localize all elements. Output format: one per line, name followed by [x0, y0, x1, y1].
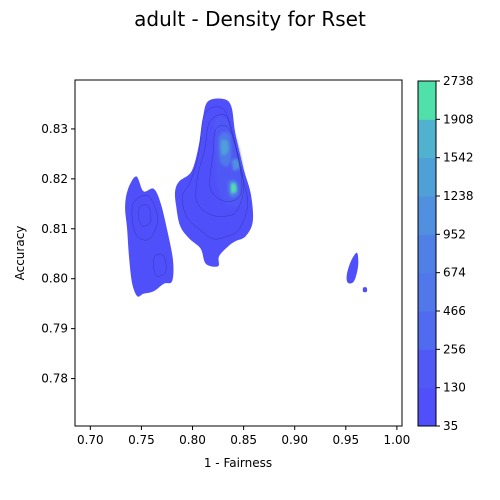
colorbar-segment	[418, 157, 436, 197]
x-tick-label: 0.90	[281, 433, 308, 447]
colorbar-segment	[418, 387, 436, 427]
y-tick-label: 0.83	[41, 122, 68, 136]
density-region-peak-mid	[231, 158, 240, 171]
contour-line	[153, 254, 167, 277]
y-tick-label: 0.79	[41, 322, 68, 336]
colorbar-frame	[417, 80, 437, 427]
density-region-right-cluster	[346, 252, 359, 284]
colorbar: 35 130 256 466 674 952 1238 1542 1908 2738	[417, 74, 474, 433]
contour-line	[131, 195, 159, 241]
density-region-left-cluster	[125, 176, 174, 297]
contour-line	[195, 114, 244, 217]
y-tick-label: 0.82	[41, 172, 68, 186]
colorbar-segment	[418, 119, 436, 159]
colorbar-segment	[418, 272, 436, 312]
colorbar-label: 466	[443, 304, 466, 318]
density-region-right-dot	[362, 287, 368, 293]
x-axis-ticks: 0.70 0.75 0.80 0.85 0.90 0.95 1.00	[77, 426, 410, 447]
colorbar-label: 1908	[443, 112, 474, 126]
y-tick-label: 0.80	[41, 272, 68, 286]
colorbar-label: 2738	[443, 74, 474, 88]
colorbar-label: 952	[443, 227, 466, 241]
x-tick-label: 0.80	[179, 433, 206, 447]
y-tick-label: 0.78	[41, 372, 68, 386]
density-region-peak-lower-core	[230, 182, 237, 194]
plot-frame	[74, 79, 403, 427]
contour-line	[209, 125, 243, 203]
x-tick-label: 0.95	[332, 433, 359, 447]
colorbar-label: 674	[443, 266, 466, 280]
contour-line	[138, 204, 152, 227]
y-axis-ticks: 0.78 0.79 0.80 0.81 0.82 0.83	[41, 122, 75, 386]
colorbar-segment	[418, 311, 436, 350]
x-tick-label: 0.75	[128, 433, 155, 447]
colorbar-label: 256	[443, 342, 466, 356]
x-axis-label: 1 - Fairness	[204, 456, 272, 470]
x-tick-label: 0.70	[77, 433, 104, 447]
y-tick-label: 0.81	[41, 222, 68, 236]
x-tick-label: 0.85	[230, 433, 257, 447]
colorbar-label: 35	[443, 419, 458, 433]
x-tick-label: 1.00	[384, 433, 411, 447]
colorbar-label: 1238	[443, 189, 474, 203]
colorbar-segment	[418, 81, 436, 120]
colorbar-segment	[418, 234, 436, 274]
colorbar-segment	[418, 349, 436, 389]
colorbar-label: 1542	[443, 151, 474, 165]
colorbar-label: 130	[443, 381, 466, 395]
y-axis-label: Accuracy	[13, 226, 27, 281]
density-region-peak-upper-core	[220, 139, 229, 156]
density-contours	[131, 106, 248, 277]
density-fill	[125, 98, 368, 297]
chart-title: adult - Density for Rset	[134, 7, 366, 31]
colorbar-segment	[418, 196, 436, 235]
contour-line	[181, 106, 248, 240]
